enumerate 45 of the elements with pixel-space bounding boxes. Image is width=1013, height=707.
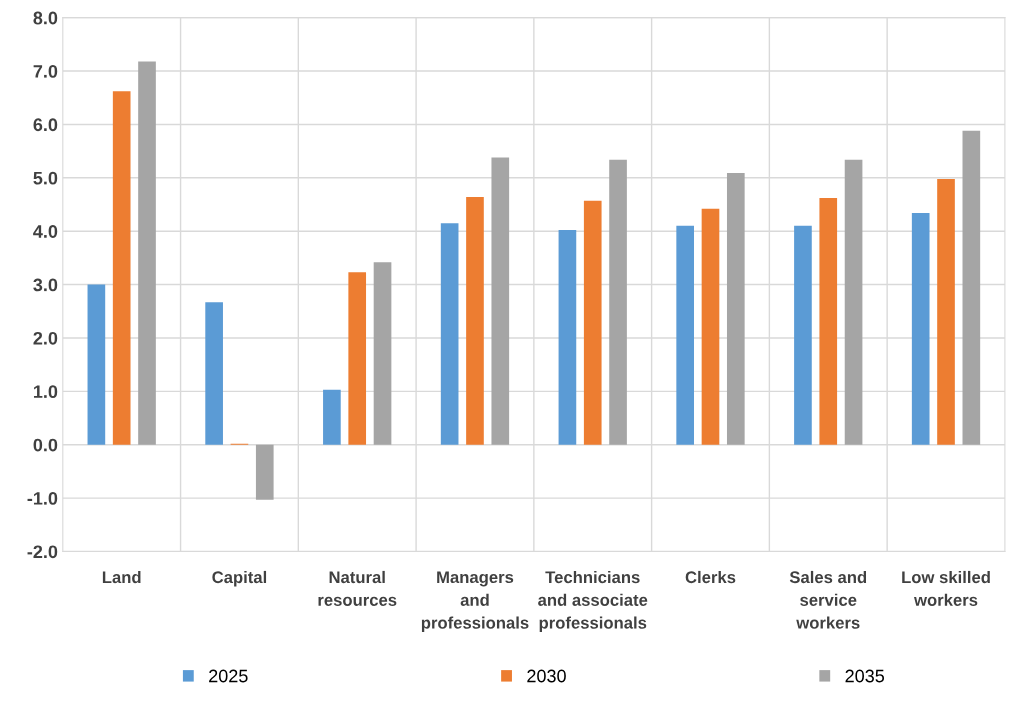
bar [676, 225, 695, 445]
y-tick-label: 0.0 [33, 438, 58, 452]
bar [373, 262, 392, 445]
legend-label: 2030 [527, 669, 566, 683]
x-tick-label: Low skilled workers [902, 570, 990, 606]
legend-label: 2025 [209, 669, 248, 683]
y-tick-label: 4.0 [33, 225, 58, 238]
bar [466, 197, 484, 445]
y-tick-label: -2.0 [27, 545, 58, 559]
bar [794, 225, 812, 445]
bar [440, 223, 459, 445]
bar [701, 208, 720, 445]
y-tick-label: 5.0 [33, 171, 58, 185]
y-tick-label: 2.0 [33, 331, 58, 345]
x-tick-label: Technicians and associate professionals [538, 570, 648, 633]
x-tick-label: Clerks [685, 570, 736, 584]
bar [819, 198, 838, 445]
y-tick-label: 8.0 [33, 11, 58, 25]
bar [138, 61, 156, 445]
x-tick-label: Capital [212, 570, 267, 587]
bar [323, 389, 341, 445]
bar [583, 200, 602, 445]
y-tick-label: 1.0 [33, 385, 58, 399]
y-tick-label: 3.0 [33, 278, 58, 292]
bar [205, 302, 223, 445]
x-tick-label: Natural resources [318, 570, 397, 606]
bar [726, 173, 745, 445]
x-tick-label: Managers and professionals [421, 571, 529, 633]
bar [911, 213, 930, 445]
y-tick-label: -1.0 [27, 492, 58, 505]
bar [112, 91, 131, 445]
bar [609, 159, 627, 445]
x-tick-label: Land [102, 570, 141, 584]
bar [87, 284, 106, 445]
bar [491, 157, 510, 445]
bar [962, 130, 981, 445]
bar [558, 230, 577, 445]
bar [348, 272, 367, 445]
x-tick-label: Sales and service workers [789, 570, 867, 629]
legend-label: 2035 [845, 669, 885, 683]
bar [937, 178, 955, 445]
bar [255, 444, 274, 500]
bar [844, 159, 863, 445]
y-tick-label: 6.0 [33, 118, 58, 132]
y-tick-label: 7.0 [33, 64, 58, 78]
